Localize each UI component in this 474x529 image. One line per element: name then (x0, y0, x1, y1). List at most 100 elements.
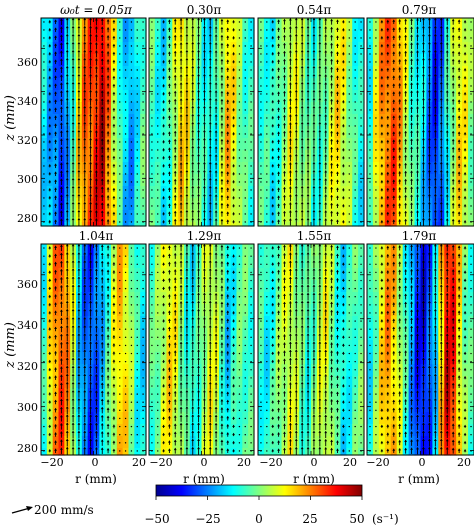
vector-dot (119, 101, 121, 103)
vector-dot (244, 101, 246, 103)
vector-dot (43, 157, 45, 159)
vector-arrow-head (288, 82, 292, 85)
vector-dot (375, 29, 377, 31)
vector-arrow-head (173, 170, 177, 174)
vorticity-cell (52, 186, 60, 199)
vorticity-cell (236, 222, 243, 227)
vector-arrow-head (463, 52, 467, 55)
vorticity-cell (128, 102, 135, 115)
vector-arrow-head (380, 36, 384, 39)
vector-dot (151, 85, 153, 87)
vector-dot (369, 101, 371, 103)
vector-arrow-head (380, 84, 384, 87)
vector-arrow-head (380, 132, 384, 135)
vorticity-cell (160, 126, 168, 139)
vector-dot (238, 189, 241, 191)
vector-dot (124, 85, 127, 87)
vector-arrow-head (179, 50, 183, 53)
vector-arrow-head (220, 210, 224, 214)
vorticity-cell (372, 42, 380, 55)
vector-arrow-head (71, 73, 75, 77)
vorticity-cell (248, 174, 255, 187)
vorticity-cell (468, 66, 474, 79)
vector-dot (142, 77, 144, 79)
vector-dot (43, 287, 45, 290)
vorticity-cell (378, 18, 386, 31)
vector-arrow-head (65, 201, 69, 205)
vector-arrow-head (48, 351, 52, 354)
vector-arrow-head (433, 161, 437, 165)
vector-arrow-head (168, 203, 171, 206)
vorticity-cell (462, 186, 469, 199)
vector-arrow-head (439, 153, 443, 157)
vector-arrow-head (197, 209, 200, 213)
vorticity-cell (111, 244, 118, 257)
vector-dot (119, 189, 121, 191)
vorticity-cell (46, 424, 54, 437)
vorticity-cell (134, 90, 141, 103)
vector-arrow-head (100, 178, 104, 181)
vorticity-cell (140, 18, 147, 31)
vorticity-cell (122, 352, 130, 365)
vector-arrow-head (173, 162, 177, 166)
vector-arrow-head (410, 18, 413, 21)
vector-arrow-head (232, 156, 235, 159)
vorticity-cell (134, 210, 141, 223)
vector-arrow-head (277, 155, 281, 158)
vector-arrow-head (197, 33, 200, 37)
vector-arrow-head (404, 114, 408, 118)
vector-dot (348, 77, 350, 79)
vorticity-cell (263, 150, 271, 163)
vector-dot (348, 93, 350, 95)
vector-arrow-head (162, 52, 165, 55)
vector-arrow-head (380, 196, 384, 199)
vector-arrow-head (232, 20, 235, 23)
vector-arrow-head (89, 65, 92, 69)
vector-arrow-head (404, 42, 408, 46)
vector-dot (130, 29, 133, 31)
vector-dot (470, 133, 472, 135)
vector-arrow-head (162, 188, 165, 191)
vector-dot (136, 109, 138, 111)
vector-arrow-head (71, 41, 75, 45)
vector-arrow-head (71, 49, 75, 53)
vorticity-cell (41, 244, 48, 257)
vector-arrow-head (89, 137, 92, 141)
vorticity-cell (122, 42, 130, 55)
vorticity-cell (122, 292, 130, 305)
vector-dot (354, 197, 356, 199)
vector-arrow-head (232, 28, 235, 31)
vector-arrow-head (173, 90, 177, 94)
vorticity-cell (248, 30, 255, 43)
vector-arrow-head (283, 58, 286, 62)
vector-arrow-head (197, 129, 200, 133)
vector-arrow-head (185, 121, 189, 125)
vector-arrow-head (203, 17, 206, 21)
vector-dot (130, 221, 133, 223)
vorticity-cell (340, 114, 347, 127)
vector-dot (119, 141, 121, 143)
vector-arrow-head (463, 156, 467, 159)
vorticity-cell (367, 222, 374, 227)
vorticity-cell (87, 400, 95, 413)
vorticity-cell (263, 222, 271, 227)
vorticity-cell (160, 66, 168, 79)
vector-arrow-head (185, 105, 189, 109)
vector-arrow-head (220, 218, 224, 222)
vector-arrow-head (95, 162, 98, 165)
vector-arrow-head (451, 106, 455, 110)
vector-arrow-head (463, 60, 467, 63)
vector-dot (470, 157, 472, 159)
vorticity-cell (378, 102, 386, 115)
vorticity-cell (340, 54, 347, 67)
vorticity-cell (166, 162, 173, 175)
vector-arrow-head (54, 179, 57, 182)
vector-arrow-head (77, 217, 81, 221)
vector-arrow-head (112, 195, 116, 199)
vorticity-cell (352, 90, 359, 103)
vorticity-cell (140, 316, 147, 329)
vorticity-cell (352, 54, 359, 67)
vorticity-cell (134, 30, 141, 43)
vorticity-cell (154, 138, 162, 151)
